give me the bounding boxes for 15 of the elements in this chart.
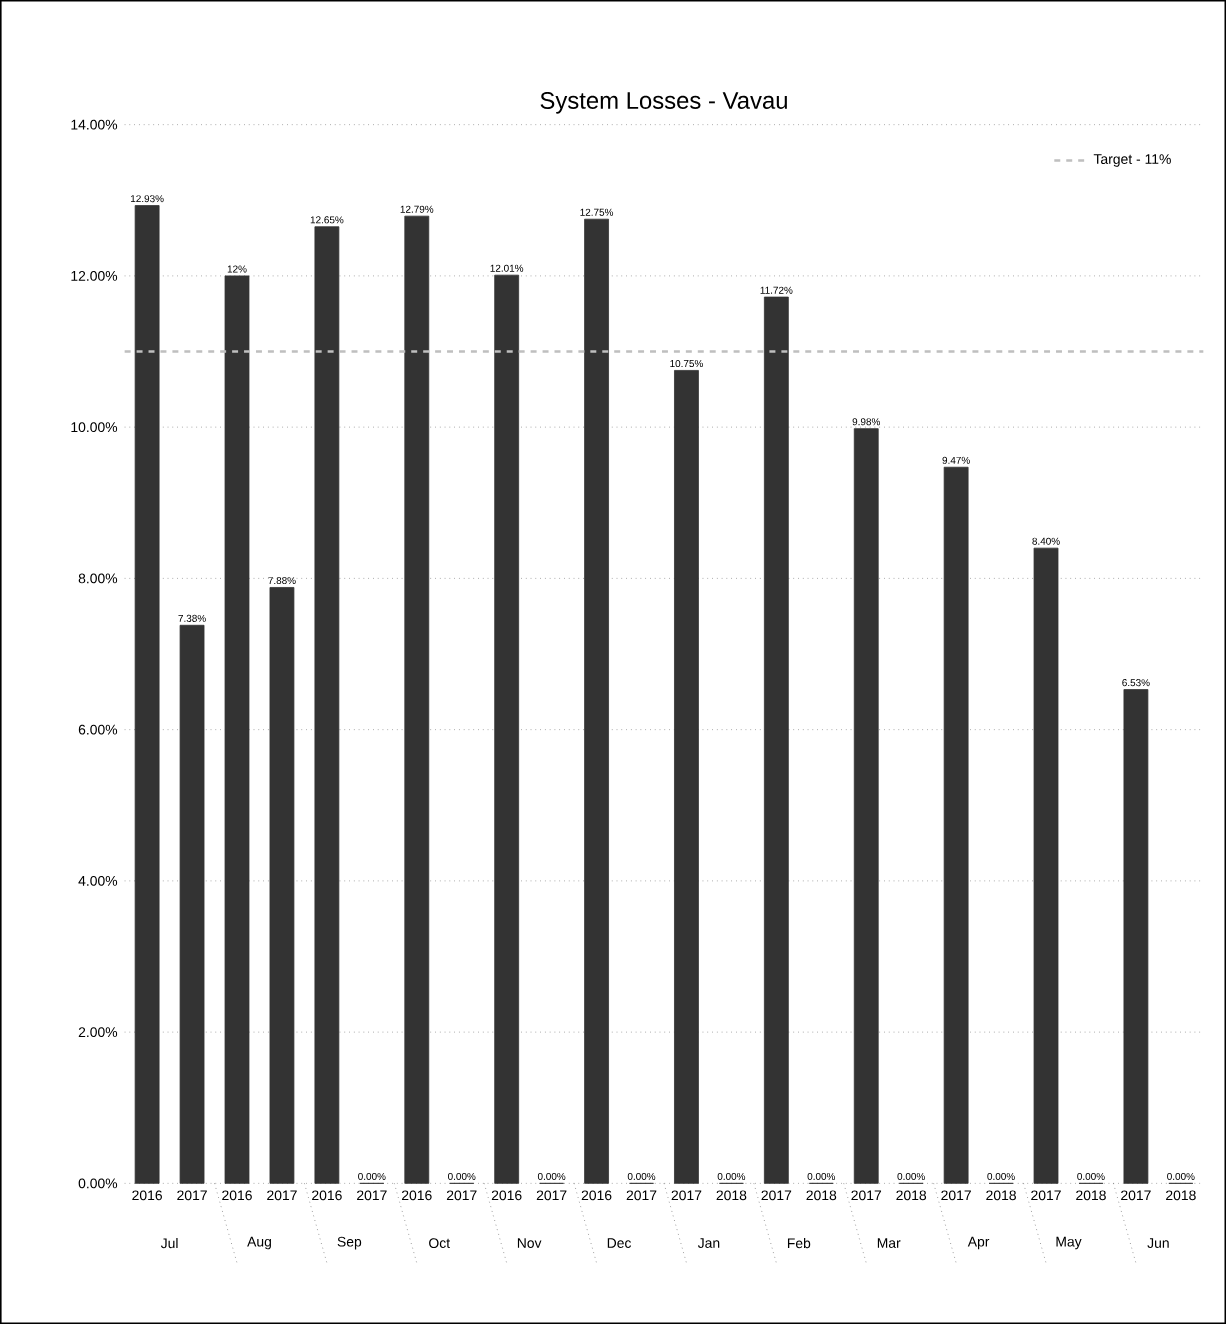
bar — [179, 624, 205, 1184]
bar — [494, 274, 520, 1184]
bar — [269, 587, 295, 1184]
bar — [1123, 689, 1149, 1184]
bar — [134, 205, 160, 1184]
bar — [1033, 547, 1059, 1184]
bar — [763, 296, 789, 1184]
bar — [584, 218, 609, 1184]
chart-title: System Losses - Vavau — [540, 92, 787, 114]
bar — [674, 370, 699, 1184]
bar — [314, 226, 340, 1184]
bar — [224, 275, 250, 1184]
bar — [404, 215, 430, 1184]
bar — [853, 428, 879, 1184]
bar — [943, 466, 969, 1184]
